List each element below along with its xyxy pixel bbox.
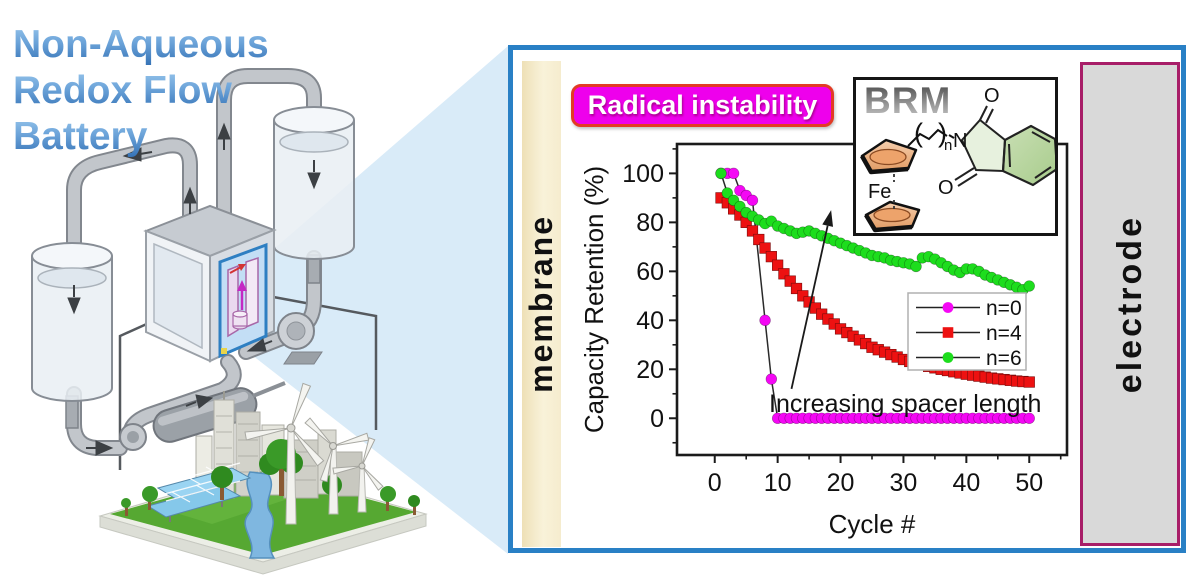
x-axis-title: Cycle #: [829, 509, 916, 539]
data-point-n=4: [1023, 376, 1035, 388]
y-tick-label: 100: [622, 160, 664, 188]
x-tick-label: 30: [890, 469, 918, 497]
data-point-n=4: [778, 268, 790, 280]
membrane-window: [218, 242, 268, 359]
electrode-label: electrode: [1110, 214, 1149, 394]
data-point-n=0: [746, 194, 759, 207]
chain-paren-open: (: [914, 118, 923, 148]
title-line-1: Non-Aqueous: [13, 23, 269, 66]
x-tick-label: 40: [952, 469, 980, 497]
pump-left: [119, 423, 147, 451]
brm-molecule-box: Fe ( ) n: [853, 77, 1058, 236]
data-point-n=6: [721, 187, 734, 199]
chain-paren-close: ): [938, 118, 947, 148]
membrane-label: membrane: [523, 215, 559, 393]
data-point-n=4: [784, 275, 796, 287]
data-point-n=4: [772, 259, 784, 271]
annotation-text: Increasing spacer length: [769, 390, 1041, 418]
page-title: Non-Aqueous Redox Flow Battery: [13, 22, 269, 160]
y-tick-label: 60: [636, 258, 664, 286]
y-tick-label: 0: [650, 405, 664, 433]
title-line-2: Redox Flow: [13, 68, 269, 114]
zoom-beam: [248, 46, 508, 554]
wind-turbine: [304, 417, 370, 515]
legend-marker-n=6: [942, 352, 954, 363]
data-point-n=4: [753, 233, 765, 246]
phthalimide-group: N O O: [938, 85, 1055, 199]
y-tick-label: 20: [636, 356, 664, 384]
membrane-bar: membrane: [522, 61, 561, 547]
x-tick-label: 50: [1015, 469, 1043, 497]
y-tick-label: 40: [636, 307, 664, 335]
data-point-n=6: [1023, 280, 1035, 292]
legend-marker-n=4: [942, 327, 954, 338]
annotation-arrow-line: [790, 225, 829, 390]
x-tick-label: 10: [764, 469, 792, 497]
fe-atom-label: Fe: [868, 181, 891, 203]
y-axis-title: Capacity Retention (%): [579, 166, 609, 433]
capsule-rod: [252, 381, 286, 398]
city-diorama: [98, 382, 428, 575]
o-top-label: O: [984, 85, 1000, 107]
data-point-n=4: [790, 282, 803, 295]
cell-stack: [143, 204, 277, 363]
brm-label: BRM: [864, 80, 952, 121]
storage-tank-left: [31, 242, 113, 429]
alkyl-chain: ( ) n: [907, 118, 955, 154]
x-tick-label: 0: [708, 469, 722, 497]
data-point-n=0: [765, 373, 778, 385]
storage-tank-right: [273, 106, 355, 284]
y-tick-label: 80: [636, 209, 664, 237]
ferrocene-group: Fe: [860, 138, 921, 233]
x-tick-label: 20: [827, 469, 855, 497]
chain-subscript-n: n: [944, 137, 952, 154]
data-point-n=4: [746, 225, 759, 237]
legend-label-n=4: n=4: [986, 322, 1022, 345]
legend-label-n=0: n=0: [986, 297, 1022, 320]
zoom-panel: membrane electrode 0 10 20 30 40 50 0 20 40 60 80 1…: [508, 45, 1186, 553]
n-atom-label: N: [953, 130, 967, 152]
o-bottom-label: O: [938, 177, 954, 199]
data-point-n=0: [727, 167, 740, 180]
radical-instability-badge: Radical instability: [571, 84, 834, 127]
data-point-n=0: [1023, 412, 1035, 424]
data-point-n=4: [759, 242, 771, 254]
wind-turbine: [244, 382, 325, 525]
data-point-n=6: [715, 167, 727, 180]
title-line-3: Battery: [13, 114, 269, 160]
data-point-n=4: [797, 290, 809, 302]
pump-right: [277, 312, 323, 365]
river: [244, 471, 276, 559]
annotation-arrow-head: [822, 210, 834, 227]
data-point-n=6: [910, 260, 922, 273]
legend-label-n=6: n=6: [986, 347, 1022, 370]
legend-marker-n=0: [942, 302, 954, 313]
data-point-n=0: [759, 314, 771, 327]
data-point-n=4: [765, 251, 777, 263]
molecule-structure: Fe ( ) n: [860, 85, 1055, 233]
wind-turbine: [332, 437, 384, 513]
wind-turbines: [244, 382, 384, 525]
flow-arrows: [67, 122, 321, 456]
electrode-bar: electrode: [1080, 62, 1180, 546]
